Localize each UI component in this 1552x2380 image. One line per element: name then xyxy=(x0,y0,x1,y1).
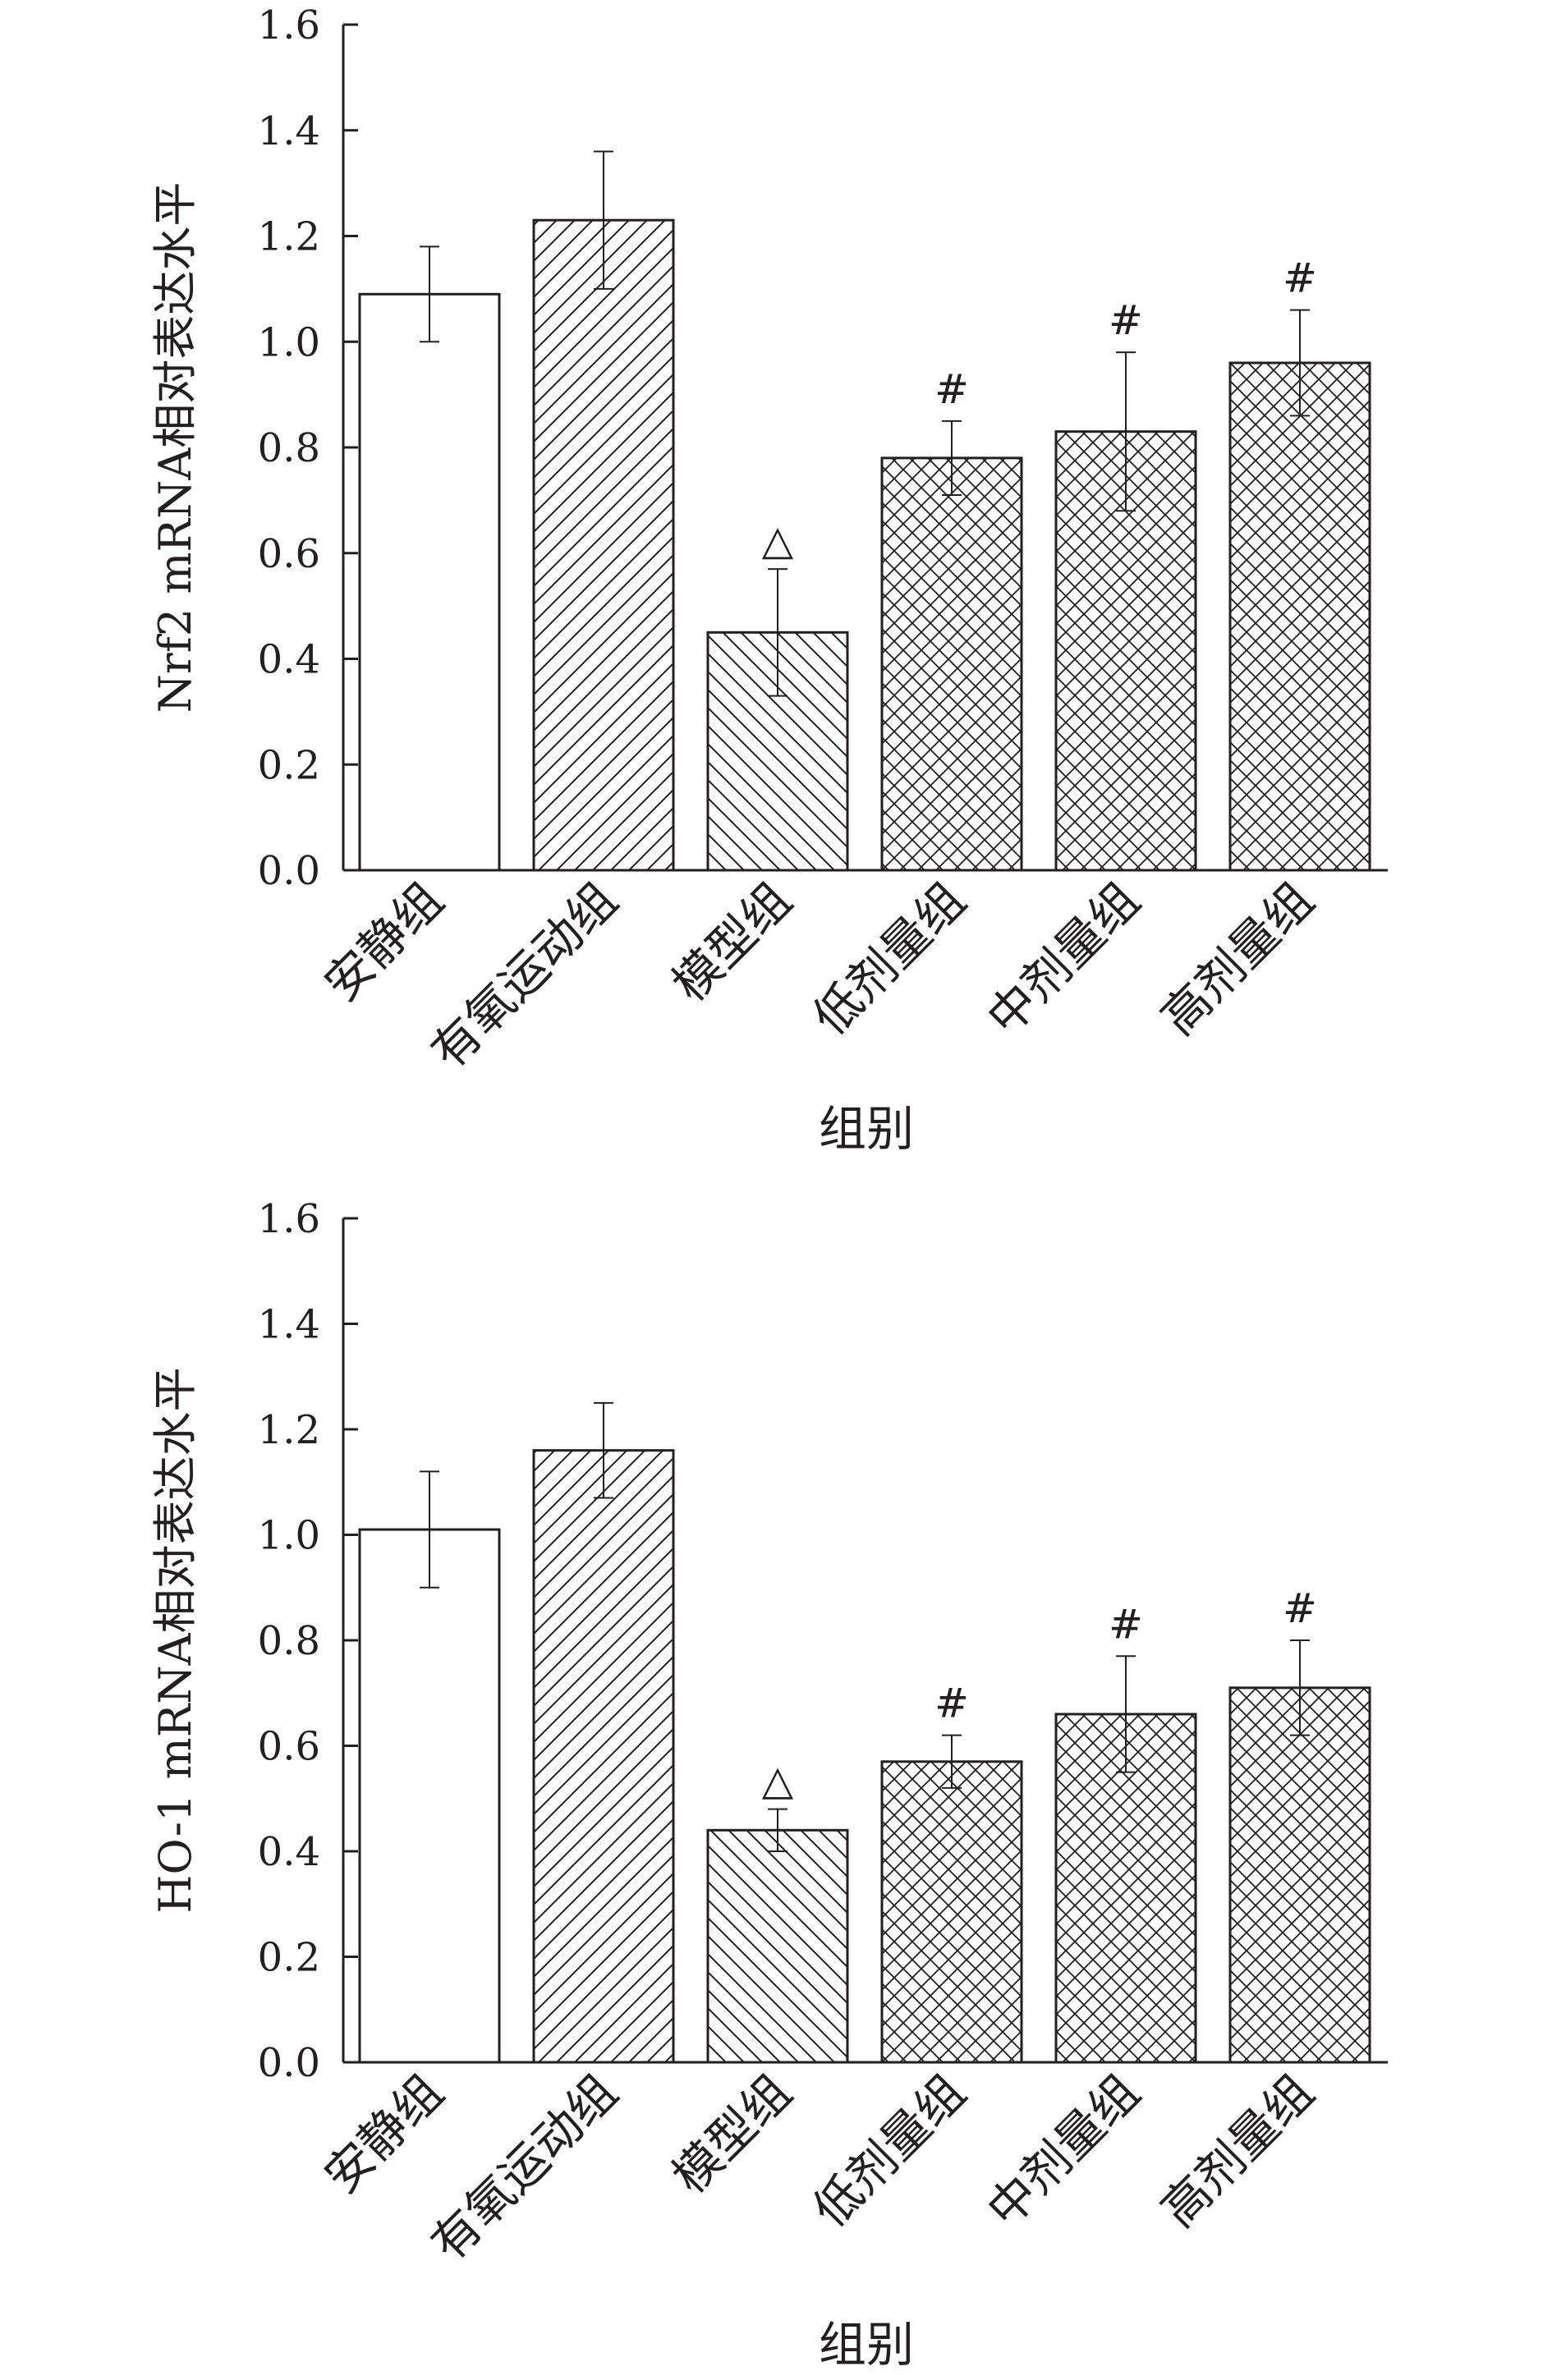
error-bar xyxy=(594,150,613,290)
x-tick-label: 模型组 xyxy=(662,2064,802,2204)
x-tick-label: 高剂量组 xyxy=(1150,872,1325,1046)
significance-marker-hash: # xyxy=(934,1680,969,1727)
x-tick-label: 安静组 xyxy=(314,872,454,1012)
error-bar xyxy=(768,1808,787,1852)
x-tick-label: 高剂量组 xyxy=(1150,2064,1325,2238)
error-bar xyxy=(1290,1639,1310,1736)
error-bar xyxy=(420,245,439,343)
y-tick-label: 0.4 xyxy=(258,637,320,683)
bar xyxy=(532,1449,675,2064)
y-tick-label: 1.0 xyxy=(258,1513,320,1559)
y-tick-label: 1.6 xyxy=(258,1196,320,1242)
error-bar xyxy=(942,420,962,496)
error-bar xyxy=(594,1401,613,1499)
bar xyxy=(358,1528,501,2064)
y-tick-label: 0.0 xyxy=(258,848,320,894)
error-bar xyxy=(1116,1655,1136,1773)
error-bar xyxy=(942,1734,962,1789)
x-tick-label: 中剂量组 xyxy=(976,2064,1150,2238)
error-bar xyxy=(1290,309,1310,417)
x-tick-label: 安静组 xyxy=(314,2064,454,2204)
error-bar xyxy=(420,1470,439,1589)
x-tick-label: 模型组 xyxy=(662,872,802,1012)
y-tick-label: 1.2 xyxy=(258,214,320,260)
x-tick-label: 有氧运动组 xyxy=(420,2064,628,2272)
bar xyxy=(706,1828,849,2064)
y-tick-label: 0.8 xyxy=(258,1618,320,1664)
y-tick-label: 0.4 xyxy=(258,1829,320,1875)
y-tick-label: 1.6 xyxy=(258,2,320,48)
x-tick-label: 有氧运动组 xyxy=(420,872,628,1080)
bar xyxy=(880,1760,1023,2064)
y-tick-label: 0.2 xyxy=(258,742,320,788)
bar xyxy=(1228,361,1371,872)
significance-marker-triangle: △ xyxy=(762,1757,794,1804)
significance-marker-hash: # xyxy=(1109,1600,1143,1648)
significance-marker-hash: # xyxy=(1283,255,1317,302)
x-tick-label: 低剂量组 xyxy=(802,872,976,1046)
significance-marker-hash: # xyxy=(1109,296,1143,344)
y-tick-label: 0.6 xyxy=(258,1724,320,1770)
x-tick-label: 低剂量组 xyxy=(802,2064,976,2238)
error-bar xyxy=(768,568,787,697)
significance-marker-triangle: △ xyxy=(762,516,794,564)
x-tick-label: 中剂量组 xyxy=(976,872,1150,1046)
y-axis-title: Nrf2 mRNA相对表达水平 xyxy=(149,182,201,713)
y-tick-label: 0.8 xyxy=(258,425,320,471)
y-tick-label: 1.4 xyxy=(258,108,320,154)
x-axis-title: 组别 xyxy=(819,1101,914,1157)
y-tick-label: 0.2 xyxy=(258,1935,320,1981)
significance-marker-hash: # xyxy=(934,365,969,413)
y-tick-label: 0.0 xyxy=(258,2040,320,2086)
y-tick-label: 0.6 xyxy=(258,531,320,577)
y-tick-label: 1.2 xyxy=(258,1407,320,1453)
bar xyxy=(1228,1686,1371,2064)
y-tick-label: 1.4 xyxy=(258,1302,320,1348)
bar xyxy=(532,218,675,872)
x-axis-title: 组别 xyxy=(819,2317,914,2373)
y-axis-title: HO-1 mRNA相对表达水平 xyxy=(149,1367,201,1913)
error-bar xyxy=(1116,351,1136,512)
bar xyxy=(880,456,1023,872)
significance-marker-hash: # xyxy=(1283,1584,1317,1632)
y-tick-label: 1.0 xyxy=(258,319,320,365)
bar xyxy=(358,292,501,872)
